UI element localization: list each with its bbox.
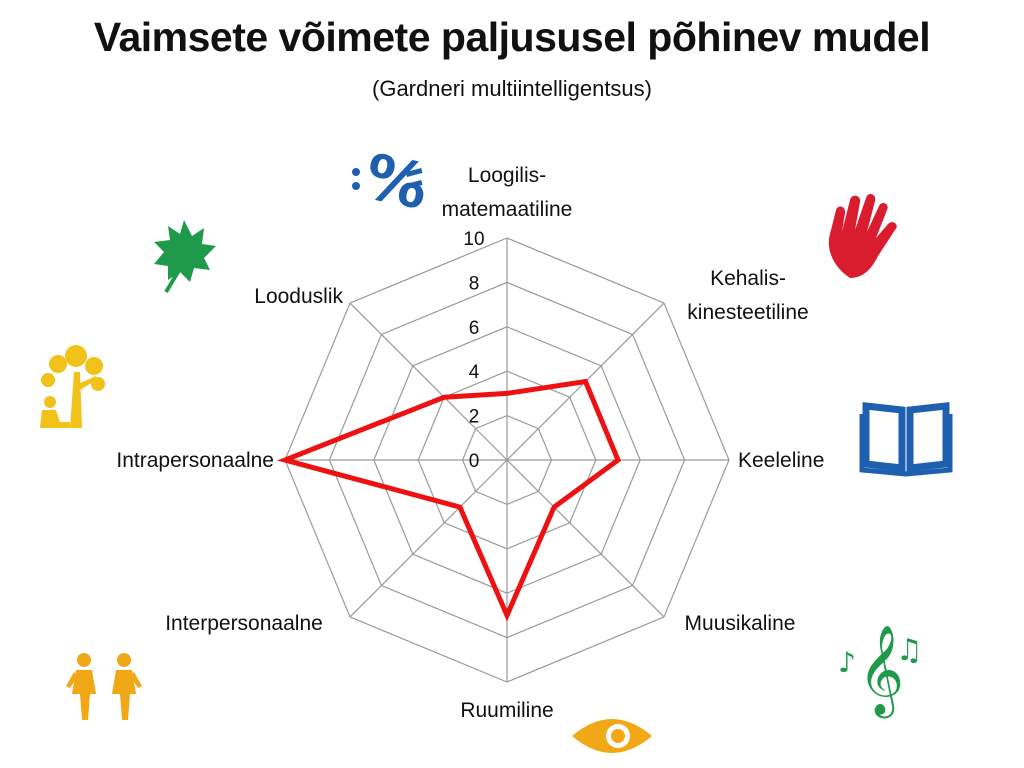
page-title: Vaimsete võimete paljususel põhinev mude… (93, 14, 931, 60)
music-notes-icon: 𝄞 ♪ ♫ (838, 625, 923, 719)
axis-spoke (349, 459, 508, 618)
category-label: Keeleline (738, 449, 824, 472)
tick-label: 4 (469, 362, 480, 383)
eye-icon (572, 719, 652, 753)
axis-spoke (349, 302, 508, 461)
axis-spoke (506, 459, 665, 618)
svg-text:𝄞: 𝄞 (858, 625, 904, 719)
tick-label: 2 (469, 407, 480, 428)
tick-label: 10 (463, 229, 484, 250)
category-label: Looduslik (254, 285, 343, 308)
radar-tick-labels: 0 2 4 6 8 10 (463, 229, 484, 472)
svg-text:♫: ♫ (896, 633, 923, 668)
book-icon (859, 402, 953, 477)
page-subtitle: (Gardneri multiintelligentsus) (372, 76, 652, 101)
person-under-tree-icon (40, 345, 105, 428)
two-people-icon (66, 653, 142, 720)
tick-label: 8 (469, 273, 480, 294)
category-label: Intrapersonaalne (116, 449, 274, 472)
svg-text:♪: ♪ (838, 646, 856, 679)
category-label: Interpersonaalne (165, 612, 323, 635)
hand-icon (828, 194, 897, 278)
svg-text:%: % (359, 139, 435, 223)
category-label: Ruumiline (460, 699, 553, 722)
category-label: Loogilis-matemaatiline (442, 164, 573, 221)
leaf-icon (154, 220, 216, 294)
series-line (277, 378, 622, 622)
tick-label: 0 (469, 451, 480, 472)
radar-category-labels: Loogilis-matemaatiline Kehalis-kinesteeti… (116, 164, 824, 722)
percent-math-icon: % (352, 139, 435, 224)
radar-series (277, 378, 622, 622)
category-label: Muusikaline (685, 612, 796, 635)
category-label: Kehalis-kinesteetiline (687, 267, 808, 324)
tick-label: 6 (469, 318, 480, 339)
